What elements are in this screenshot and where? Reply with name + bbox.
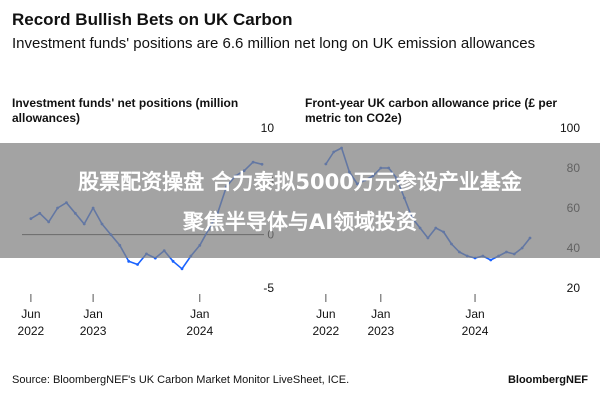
left-x-tick-label: Jan — [83, 307, 102, 321]
left-x-tick-year: 2022 — [18, 324, 45, 338]
right-y-tick-label: 100 — [560, 121, 580, 135]
left-y-tick-label: 10 — [261, 121, 275, 135]
chart-subtitle: Investment funds' positions are 6.6 mill… — [12, 35, 536, 52]
right-x-tick-label: Jan — [465, 307, 484, 321]
right-x-tick-year: 2023 — [367, 324, 394, 338]
left-panel-title: Investment funds' net positions (million… — [12, 96, 239, 125]
left-x-tick-year: 2023 — [80, 324, 107, 338]
left-y-tick-label: -5 — [263, 281, 274, 295]
right-x-tick-year: 2022 — [313, 324, 340, 338]
left-x-tick-year: 2024 — [186, 324, 213, 338]
left-x-tick-label: Jan — [190, 307, 209, 321]
left-data-point — [136, 263, 139, 266]
overlay-text-line1: 股票配资操盘 合力泰拟5000万元参设产业基金 — [78, 170, 522, 194]
left-data-point — [127, 259, 131, 263]
left-data-point — [171, 259, 175, 263]
right-y-tick-label: 20 — [567, 281, 581, 295]
overlay-text-line2: 聚焦半导体与AI领域投资 — [182, 210, 418, 234]
source-note: Source: BloombergNEF's UK Carbon Market … — [12, 374, 350, 386]
right-panel-title: Front-year UK carbon allowance price (£ … — [305, 96, 558, 125]
overlay-banner — [0, 143, 600, 258]
right-data-point — [489, 258, 493, 262]
chart-title: Record Bullish Bets on UK Carbon — [12, 10, 293, 29]
right-x-tick-label: Jan — [371, 307, 390, 321]
right-x-tick-year: 2024 — [462, 324, 489, 338]
brand-logo: BloombergNEF — [507, 374, 588, 386]
left-data-point — [180, 267, 184, 271]
right-x-tick-label: Jun — [316, 307, 335, 321]
left-x-tick-label: Jun — [21, 307, 40, 321]
